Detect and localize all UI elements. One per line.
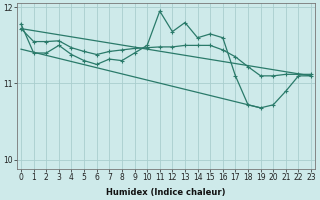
X-axis label: Humidex (Indice chaleur): Humidex (Indice chaleur) (106, 188, 226, 197)
